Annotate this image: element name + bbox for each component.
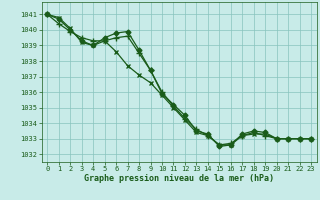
- X-axis label: Graphe pression niveau de la mer (hPa): Graphe pression niveau de la mer (hPa): [84, 174, 274, 183]
